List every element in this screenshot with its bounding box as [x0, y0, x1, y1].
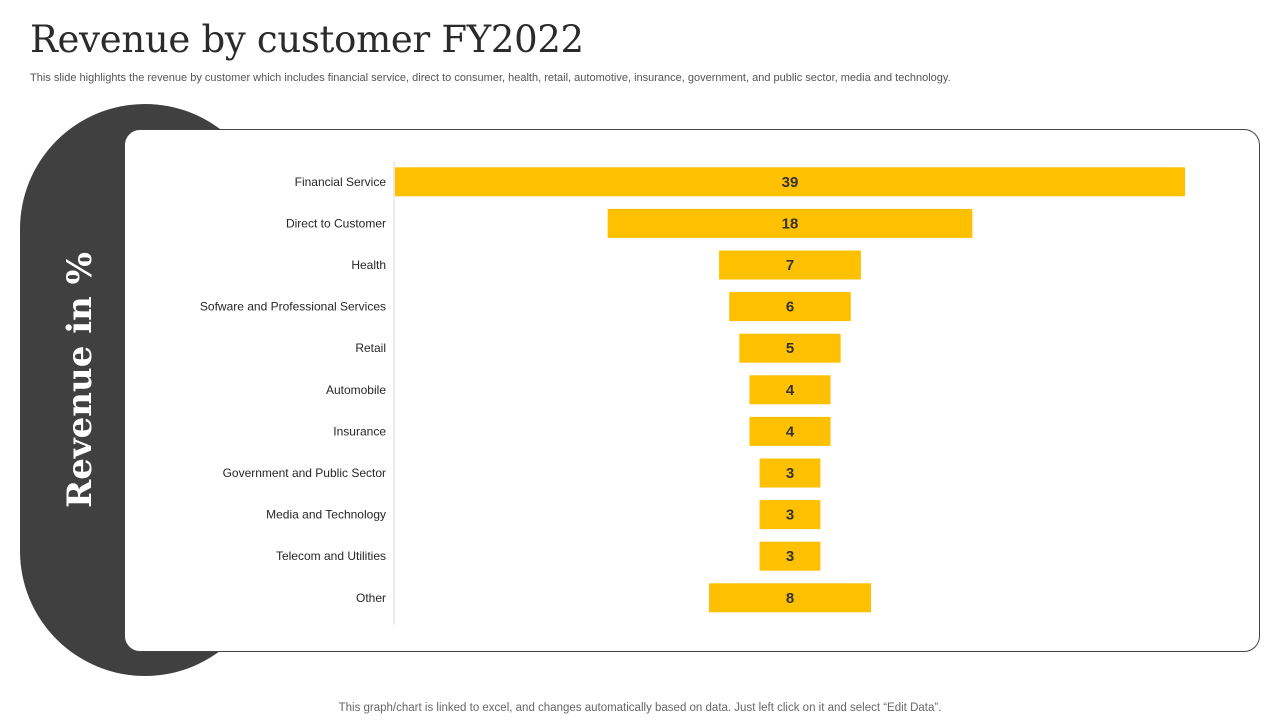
bar[interactable] — [394, 167, 1186, 197]
category-label: Sofware and Professional Services — [200, 300, 386, 314]
category-label: Government and Public Sector — [223, 466, 386, 480]
category-label: Health — [351, 258, 386, 272]
slide-title: Revenue by customer FY2022 — [30, 18, 584, 61]
category-label: Insurance — [333, 424, 386, 438]
data-label: 8 — [786, 590, 794, 607]
data-label: 5 — [786, 340, 794, 357]
category-label: Other — [356, 591, 386, 605]
bar[interactable] — [729, 292, 851, 322]
slide-subtitle: This slide highlights the revenue by cus… — [30, 72, 951, 84]
data-label: 3 — [786, 548, 794, 565]
category-label: Financial Service — [295, 175, 387, 189]
data-label: 7 — [786, 257, 794, 274]
bar[interactable] — [759, 458, 821, 488]
bar[interactable] — [719, 250, 861, 280]
bar[interactable] — [759, 541, 821, 571]
data-label: 3 — [786, 507, 794, 524]
category-label: Telecom and Utilities — [276, 549, 386, 563]
category-label: Automobile — [326, 383, 386, 397]
y-axis-label: Revenue in % — [60, 252, 100, 508]
funnel-bar-chart[interactable]: Financial Service 39 Direct to Customer 18 H… — [125, 130, 1259, 651]
footer-note: This graph/chart is linked to excel, and… — [338, 702, 942, 714]
chart-card[interactable]: Financial Service 39 Direct to Customer 18 H… — [124, 129, 1260, 652]
bar[interactable] — [749, 416, 831, 446]
category-label: Retail — [355, 341, 386, 355]
data-label: 3 — [786, 465, 794, 482]
data-label: 39 — [782, 174, 799, 191]
bar[interactable] — [607, 208, 973, 238]
data-label: 6 — [786, 299, 794, 316]
bar[interactable] — [759, 500, 821, 530]
data-label: 18 — [782, 215, 799, 232]
bar[interactable] — [708, 583, 872, 613]
bar[interactable] — [739, 333, 841, 363]
category-label: Direct to Customer — [286, 216, 386, 230]
data-label: 4 — [786, 423, 795, 440]
data-label: 4 — [786, 382, 795, 399]
bar[interactable] — [749, 375, 831, 405]
category-label: Media and Technology — [266, 508, 386, 522]
